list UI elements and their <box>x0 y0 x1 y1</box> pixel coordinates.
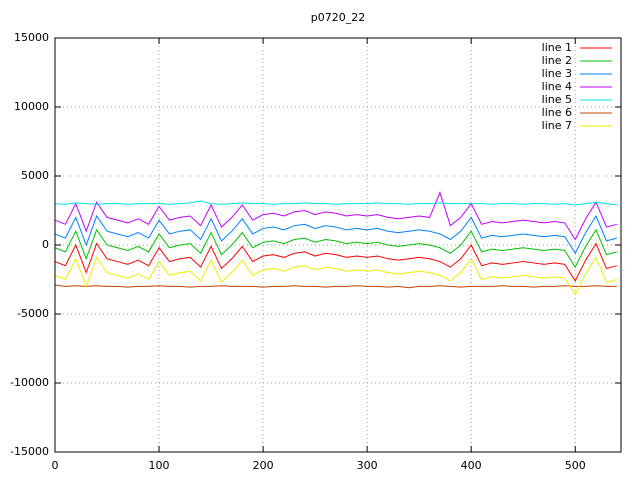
legend-label: line 2 <box>542 54 572 67</box>
data-line <box>54 191 617 241</box>
legend-label: line 5 <box>542 93 572 106</box>
plot-border <box>54 37 622 453</box>
data-line <box>54 242 617 282</box>
x-tick-label: 300 <box>357 459 378 472</box>
chart-title: p0720_22 <box>311 11 365 24</box>
x-tick-label: 0 <box>52 459 59 472</box>
data-line <box>54 256 617 296</box>
y-tick-label: 0 <box>42 238 49 251</box>
y-tick-label: 10000 <box>14 100 49 113</box>
y-tick-label: 5000 <box>21 169 49 182</box>
legend-label: line 3 <box>542 67 572 80</box>
x-tick-label: 400 <box>461 459 482 472</box>
legend-label: line 6 <box>542 106 572 119</box>
x-tick-label: 200 <box>253 459 274 472</box>
y-tick-label: -5000 <box>17 307 49 320</box>
y-tick-label: 15000 <box>14 31 49 44</box>
legend-label: line 7 <box>542 119 572 132</box>
x-tick-label: 100 <box>149 459 170 472</box>
x-tick-label: 500 <box>565 459 586 472</box>
data-line <box>54 214 617 255</box>
data-line <box>54 200 617 206</box>
data-line <box>54 284 617 289</box>
y-tick-label: -10000 <box>10 376 49 389</box>
legend-label: line 1 <box>542 41 572 54</box>
data-line <box>54 228 617 269</box>
legend-label: line 4 <box>542 80 572 93</box>
y-tick-label: -15000 <box>10 445 49 458</box>
